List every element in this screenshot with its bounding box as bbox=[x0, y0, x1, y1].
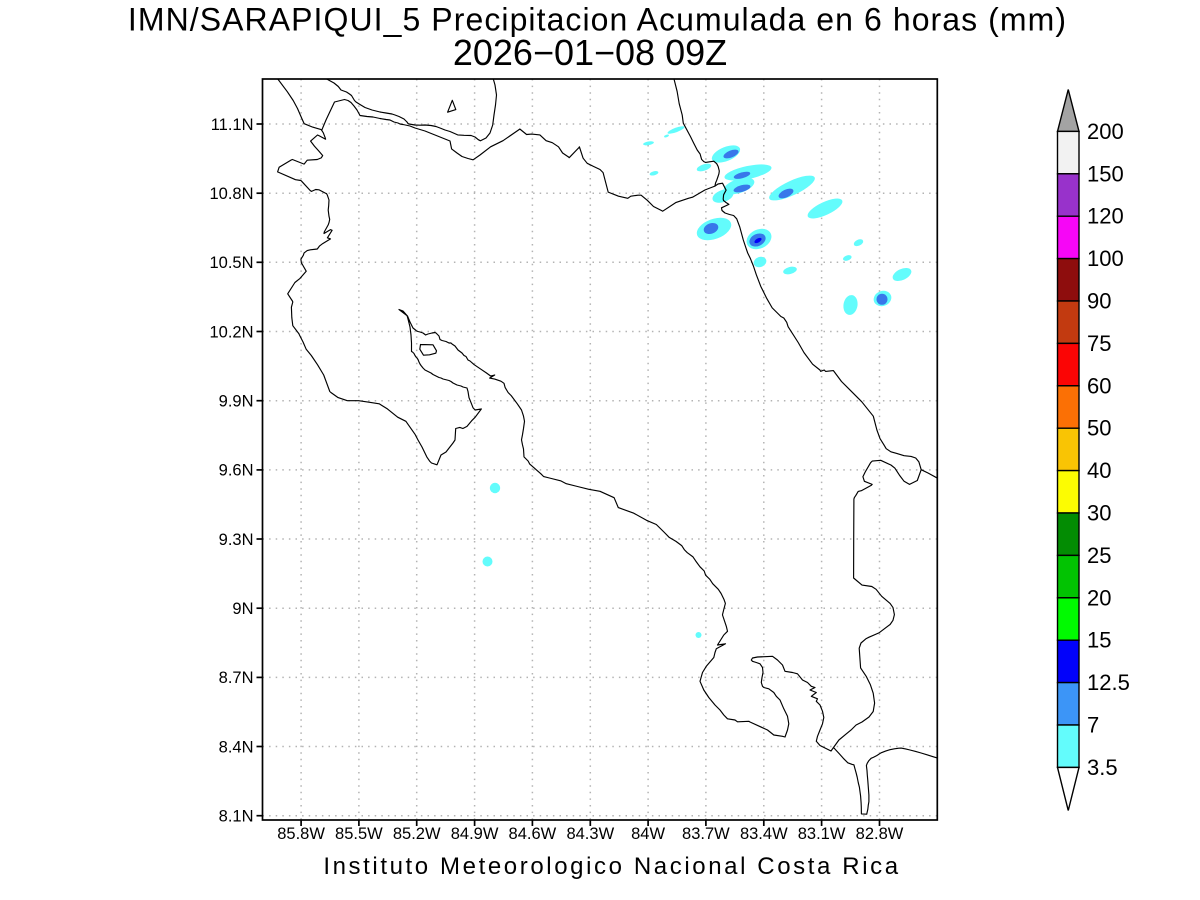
svg-text:11.1N: 11.1N bbox=[211, 116, 254, 134]
svg-text:83.1W: 83.1W bbox=[798, 825, 846, 843]
svg-text:10.5N: 10.5N bbox=[209, 254, 253, 272]
svg-text:60: 60 bbox=[1087, 373, 1111, 398]
svg-text:84W: 84W bbox=[631, 825, 665, 843]
svg-text:Instituto Meteorologico Nacion: Instituto Meteorologico Nacional Costa R… bbox=[323, 853, 900, 880]
svg-text:10.8N: 10.8N bbox=[209, 185, 253, 203]
svg-text:83.4W: 83.4W bbox=[740, 825, 788, 843]
svg-text:84.3W: 84.3W bbox=[566, 825, 614, 843]
svg-text:90: 90 bbox=[1087, 289, 1111, 314]
svg-text:150: 150 bbox=[1087, 161, 1124, 186]
svg-text:84.9W: 84.9W bbox=[451, 825, 499, 843]
svg-text:10.2N: 10.2N bbox=[209, 323, 253, 341]
svg-text:200: 200 bbox=[1087, 119, 1124, 144]
svg-text:8.4N: 8.4N bbox=[219, 738, 254, 756]
svg-text:IMN/SARAPIQUI_5 Precipitacion: IMN/SARAPIQUI_5 Precipitacion Acumulada … bbox=[128, 2, 1067, 38]
svg-text:9N: 9N bbox=[232, 600, 253, 618]
svg-text:40: 40 bbox=[1087, 458, 1111, 483]
svg-text:82.8W: 82.8W bbox=[856, 825, 904, 843]
svg-text:100: 100 bbox=[1087, 246, 1124, 271]
svg-text:30: 30 bbox=[1087, 501, 1111, 526]
svg-text:12.5: 12.5 bbox=[1087, 670, 1130, 695]
svg-text:75: 75 bbox=[1087, 331, 1111, 356]
svg-text:83.7W: 83.7W bbox=[682, 825, 730, 843]
svg-text:8.7N: 8.7N bbox=[219, 669, 254, 687]
svg-text:7: 7 bbox=[1087, 713, 1099, 738]
svg-text:15: 15 bbox=[1087, 628, 1111, 653]
svg-text:8.1N: 8.1N bbox=[219, 808, 254, 826]
svg-text:85.2W: 85.2W bbox=[393, 825, 441, 843]
svg-text:20: 20 bbox=[1087, 585, 1111, 610]
svg-text:85.8W: 85.8W bbox=[277, 825, 325, 843]
svg-text:50: 50 bbox=[1087, 416, 1111, 441]
svg-text:25: 25 bbox=[1087, 543, 1111, 568]
svg-text:9.6N: 9.6N bbox=[219, 462, 254, 480]
svg-text:85.5W: 85.5W bbox=[335, 825, 383, 843]
svg-text:9.3N: 9.3N bbox=[219, 531, 254, 549]
svg-text:84.6W: 84.6W bbox=[509, 825, 557, 843]
svg-text:9.9N: 9.9N bbox=[219, 393, 254, 411]
svg-text:3.5: 3.5 bbox=[1087, 755, 1118, 780]
svg-text:120: 120 bbox=[1087, 204, 1124, 229]
svg-text:2026−01−08 09Z: 2026−01−08 09Z bbox=[453, 32, 727, 73]
